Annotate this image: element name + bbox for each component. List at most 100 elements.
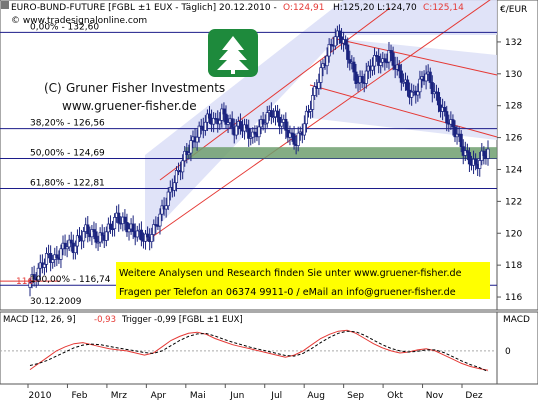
macd-axis-frame [496, 311, 538, 385]
candle-body [306, 110, 311, 113]
candle-body [253, 131, 257, 135]
candle-body [344, 39, 348, 46]
price-tick-label: 128 [505, 102, 522, 112]
candle-body [372, 55, 377, 67]
downtrend-channel-fill [310, 38, 497, 140]
banner-line2[interactable]: Fragen per Telefon an 06374 9911-0 / eMa… [119, 287, 456, 298]
candle-body [261, 119, 265, 125]
price-tick-label: 124 [505, 165, 522, 175]
macd-title: MACD [12, 26, 9] [3, 315, 76, 325]
fib-label: 100,00% - 116,74 [30, 275, 111, 285]
candle-body [65, 246, 69, 250]
candle-body [391, 52, 395, 66]
candle-body [100, 232, 104, 236]
price-axis-frame [496, 0, 538, 311]
candle-body [108, 223, 113, 230]
candle-body [75, 235, 80, 247]
time-tick-label: Mai [190, 391, 206, 401]
candle-body [459, 133, 463, 148]
candle-body [152, 224, 156, 235]
candle-body [158, 213, 162, 227]
price-tick-label: 122 [505, 197, 522, 207]
candle-body [28, 282, 32, 288]
candle-body [319, 67, 323, 83]
candle-body [238, 121, 242, 129]
candle-body [292, 133, 296, 145]
header: EURO-BUND-FUTURE [FGBL ±1 EUX - Täglich]… [1, 1, 464, 26]
candle-body [49, 253, 53, 263]
candle-body [346, 44, 350, 60]
watermark-company: Gruner Fisher Investments [66, 81, 225, 95]
header-close: C:125,14 [423, 3, 464, 13]
candle-body [416, 91, 420, 96]
candle-body [139, 229, 143, 241]
candle-body [90, 229, 94, 238]
candle-body [195, 136, 199, 143]
candle-body [77, 235, 82, 239]
candle-body [197, 125, 201, 138]
candle-body [399, 70, 403, 83]
candle-body [94, 231, 98, 243]
candle-body [482, 150, 486, 157]
tree-icon [217, 36, 249, 70]
trigger-series-line [29, 330, 489, 372]
candle-body [123, 216, 127, 223]
candle-body [127, 228, 131, 233]
price-tick-label: 120 [505, 229, 522, 239]
time-tick-label: Nov [426, 391, 444, 401]
time-tick-label: Jun [229, 391, 244, 401]
candle-body [290, 132, 294, 135]
candle-body [249, 136, 253, 139]
candle-body [189, 140, 193, 154]
candle-body [278, 116, 282, 127]
banner-line1[interactable]: Weitere Analysen und Research finden Sie… [119, 268, 462, 279]
candle-body [160, 205, 164, 215]
candle-body [453, 126, 457, 138]
candle-body [63, 242, 67, 250]
candle-body [164, 205, 168, 210]
candle-body [405, 79, 410, 91]
info-banner[interactable] [116, 262, 490, 299]
time-tick-label: Aug [307, 391, 325, 401]
candle-body [110, 228, 115, 231]
uptrend-lower-line [144, 0, 491, 243]
candle-body [276, 110, 280, 118]
candle-body [86, 224, 90, 235]
low-date-label: 30.12.2009 [30, 297, 82, 307]
candle-body [220, 108, 224, 121]
time-tick-label: Dez [465, 391, 482, 401]
unit-label: €/EUR [500, 5, 527, 15]
candle-body [309, 109, 313, 112]
candle-body [467, 152, 471, 165]
candle-body [222, 108, 226, 115]
candle-body [410, 91, 414, 98]
fib-label: 38,20% - 126,56 [30, 119, 105, 129]
candle-body [325, 55, 329, 67]
price-tick-label: 116 [505, 293, 522, 303]
candle-body [424, 73, 428, 82]
candle-body [337, 30, 342, 38]
fib-labels: 0,00% - 132,60 38,20% - 126,56 50,00% - 12… [30, 22, 111, 285]
candle-body [113, 217, 117, 230]
candle-body [379, 61, 383, 66]
macd-axis-label: MACD [503, 315, 530, 325]
candle-body [67, 239, 71, 248]
downtrend-upper-line [331, 37, 498, 76]
candle-body [451, 119, 455, 128]
candle-body [288, 132, 292, 138]
price-tick-label: 126 [505, 134, 522, 144]
candle-body [73, 245, 77, 254]
candle-body [32, 274, 36, 280]
menu-icon[interactable] [1, 1, 9, 9]
candle-body [271, 116, 275, 119]
candle-body [150, 234, 154, 243]
time-tick-label: 2010 [29, 391, 52, 401]
macd-zero-label: 0 [505, 347, 511, 357]
candle-body [247, 127, 251, 139]
candle-body [389, 50, 393, 54]
candle-body [401, 81, 405, 84]
candle-body [397, 64, 401, 72]
candle-body [354, 71, 358, 84]
candle-body [430, 82, 434, 95]
candle-body [172, 182, 176, 191]
